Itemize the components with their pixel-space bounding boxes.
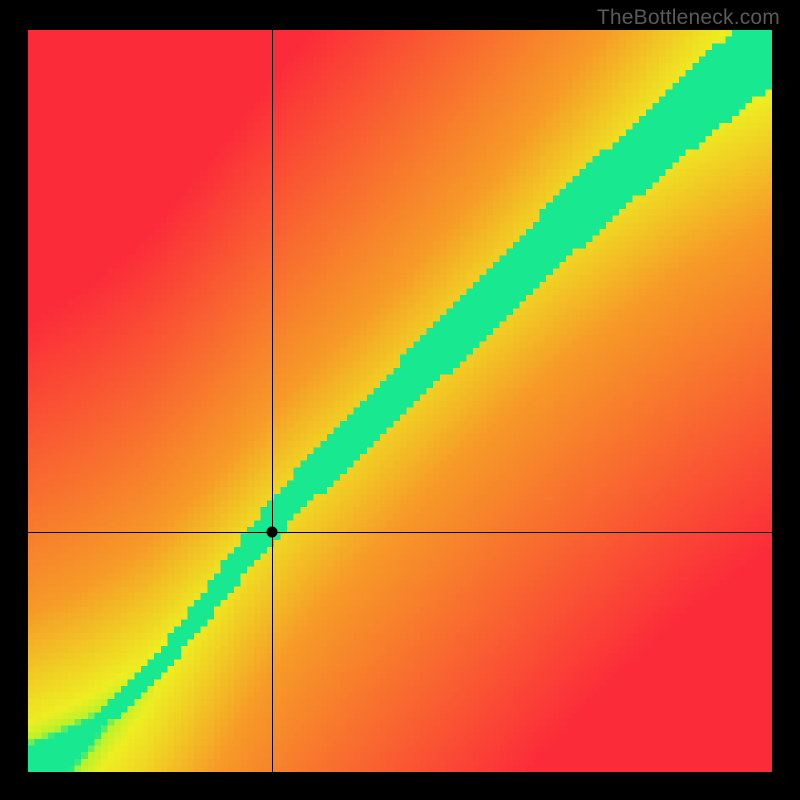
marker-dot xyxy=(267,527,278,538)
watermark-text: TheBottleneck.com xyxy=(597,6,780,30)
crosshair-vertical xyxy=(272,30,273,772)
heatmap-canvas xyxy=(28,30,772,772)
chart-frame: TheBottleneck.com xyxy=(0,0,800,800)
crosshair-horizontal xyxy=(28,532,772,533)
heatmap-plot xyxy=(28,30,772,772)
